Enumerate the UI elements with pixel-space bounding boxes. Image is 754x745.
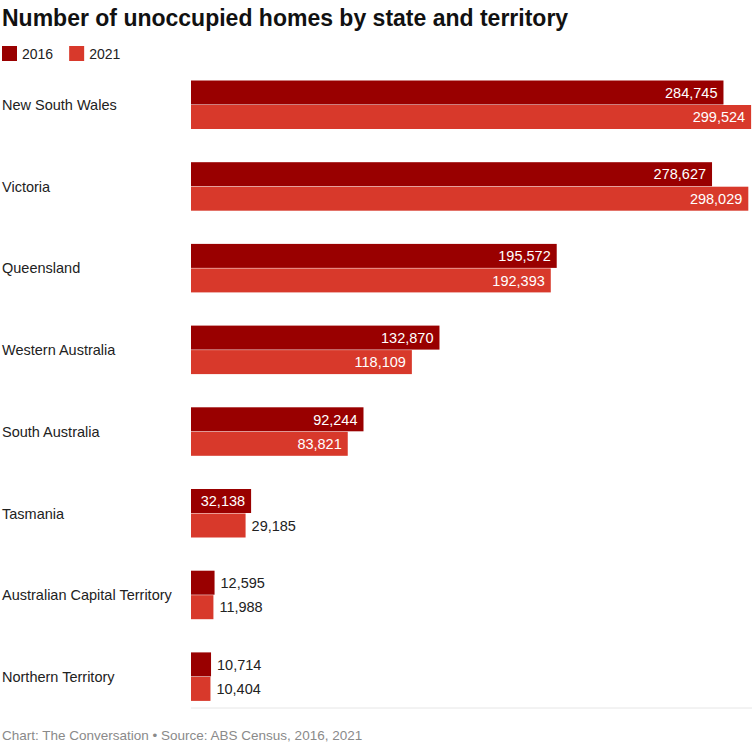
data-label: 278,627 <box>654 166 706 182</box>
bar <box>191 571 215 595</box>
legend-label: 2016 <box>22 46 53 62</box>
category-label: Northern Territory <box>2 669 115 685</box>
data-label: 195,572 <box>498 248 550 264</box>
bar <box>191 652 211 676</box>
legend-label: 2021 <box>89 46 120 62</box>
bar <box>191 162 712 186</box>
bar <box>191 81 723 105</box>
bar <box>191 326 439 350</box>
category-label: Victoria <box>2 179 51 195</box>
category-labels: New South Wales Victoria Queensland Western… <box>2 97 173 685</box>
data-label: 32,138 <box>201 493 245 509</box>
data-label: 83,821 <box>297 436 341 452</box>
bar <box>191 407 363 431</box>
data-label: 29,185 <box>252 518 296 534</box>
category-label: Tasmania <box>2 506 65 522</box>
bar <box>191 268 551 292</box>
chart: Number of unoccupied homes by state and … <box>0 0 754 745</box>
legend: 2016 2021 <box>2 46 121 62</box>
data-label: 12,595 <box>221 575 265 591</box>
data-label: 118,109 <box>355 354 406 370</box>
source: Chart: The Conversation • Source: ABS Ce… <box>2 728 362 743</box>
data-label: 284,745 <box>665 85 717 101</box>
data-label: 11,988 <box>219 599 262 615</box>
bar <box>191 244 557 268</box>
legend-swatch <box>69 46 84 61</box>
bar <box>191 350 412 374</box>
legend-swatch <box>2 46 17 61</box>
data-label: 299,524 <box>693 109 745 125</box>
category-label: Australian Capital Territory <box>2 587 173 603</box>
data-label: 10,714 <box>217 657 261 673</box>
title: Number of unoccupied homes by state and … <box>2 5 568 31</box>
category-label: Queensland <box>2 260 80 276</box>
bar <box>191 677 210 701</box>
data-labels: 284,745 299,524 278,627 298,029 195,572 192,3… <box>201 85 745 697</box>
data-label: 132,870 <box>381 330 433 346</box>
bar <box>191 432 348 456</box>
bar <box>191 105 751 129</box>
bar <box>191 595 213 619</box>
bars <box>191 81 751 701</box>
category-label: South Australia <box>2 424 100 440</box>
bar <box>191 489 251 513</box>
data-label: 92,244 <box>313 412 357 428</box>
bar <box>191 187 748 211</box>
category-label: New South Wales <box>2 97 117 113</box>
x-axis-line <box>191 708 752 709</box>
data-label: 298,029 <box>690 191 742 207</box>
category-label: Western Australia <box>2 342 116 358</box>
data-label: 10,404 <box>216 681 260 697</box>
data-label: 192,393 <box>492 273 544 289</box>
bar <box>191 514 246 538</box>
